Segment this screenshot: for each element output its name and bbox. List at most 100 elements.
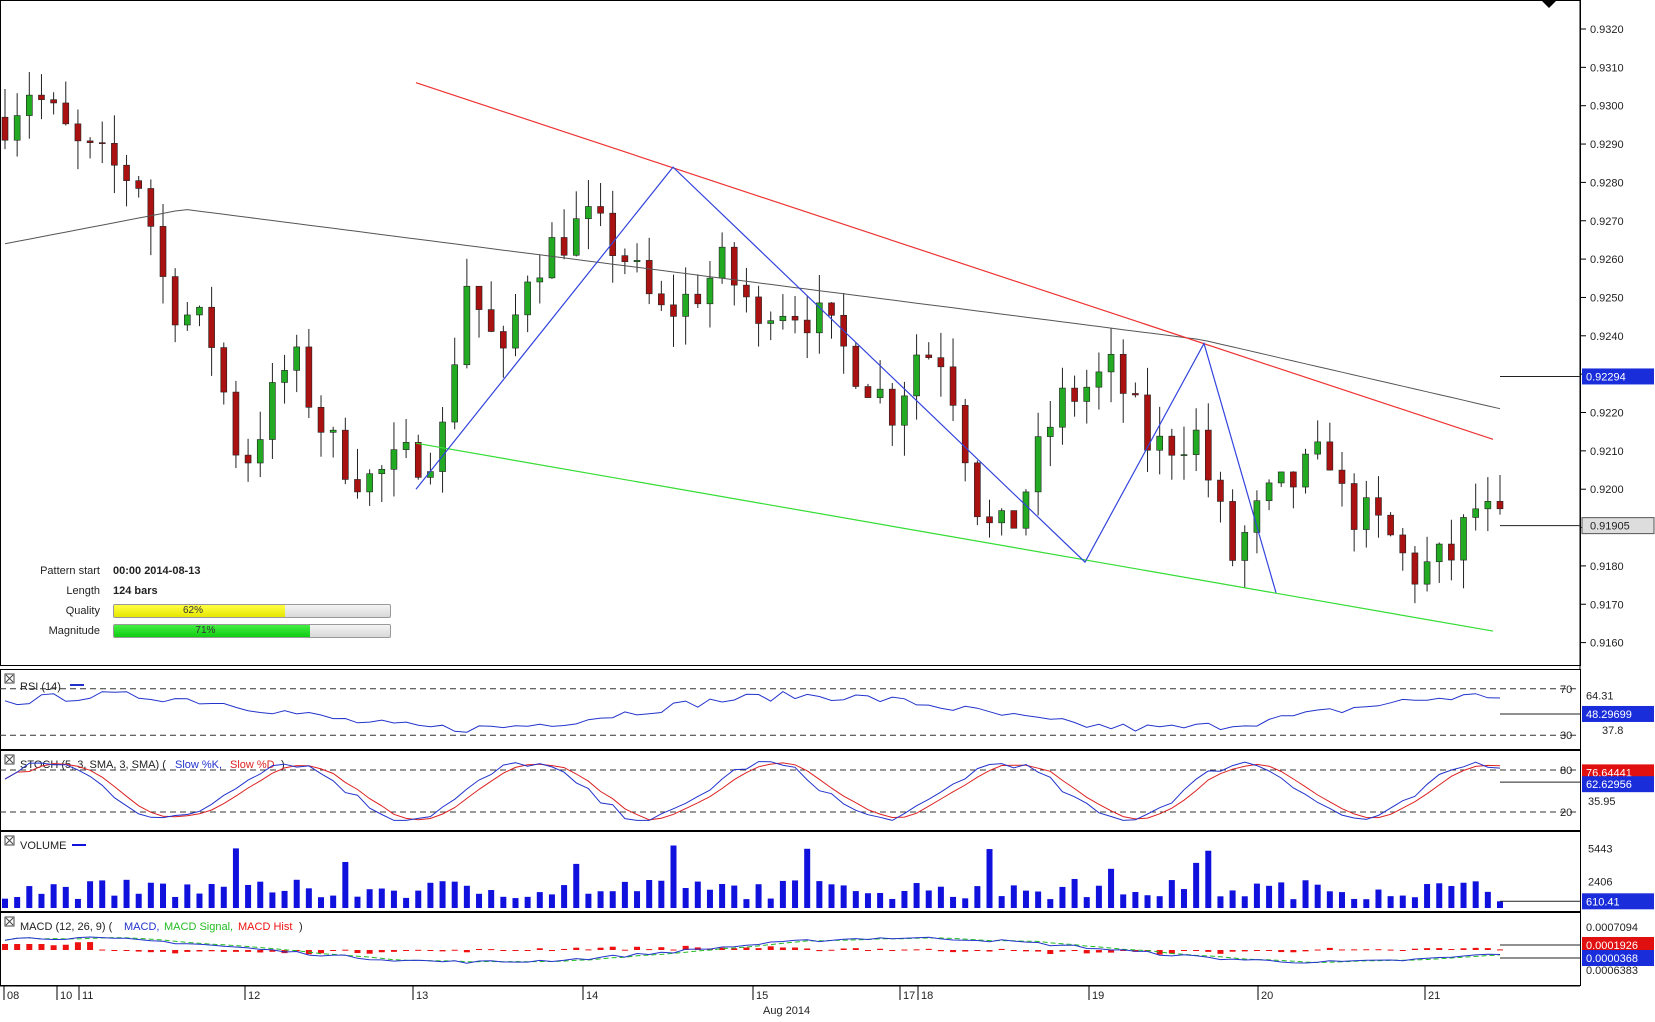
volume-bar (488, 890, 495, 908)
volume-bar (828, 884, 835, 908)
volume-bar (694, 881, 701, 908)
volume-bar (26, 886, 33, 908)
candle-body (1399, 534, 1407, 554)
candle-body (718, 246, 726, 279)
price-tick-label: 0.9260 (1590, 254, 1624, 266)
stoch-title-close: ) (281, 759, 285, 771)
volume-bar (14, 897, 21, 908)
candle-body (743, 284, 750, 298)
macd-hist-bar (840, 948, 847, 950)
candle-body (1423, 561, 1431, 585)
volume-bar (962, 898, 969, 908)
volume-bar (281, 890, 288, 908)
candle-body (1338, 469, 1346, 484)
macd-hist-bar (1497, 949, 1503, 951)
pattern-start-label: Pattern start (40, 565, 100, 577)
volume-bar (1059, 886, 1066, 908)
candle-body (609, 212, 617, 256)
volume-bar (901, 890, 908, 908)
macd-hist-bar (50, 945, 57, 950)
volume-bar (62, 886, 69, 908)
volume-bar (1326, 891, 1333, 908)
macd-hist-bar (682, 945, 689, 950)
macd-hist-bar (1484, 948, 1491, 950)
volume-bar (1375, 889, 1382, 908)
volume-bar (1460, 882, 1467, 908)
candle-body (1435, 543, 1443, 563)
macd-hist-bar (87, 942, 94, 950)
macd-hist-bar (670, 949, 677, 951)
rsi-tick-label: 37.8 (1602, 725, 1623, 737)
macd-hist-bar (950, 950, 957, 953)
candle-body (1034, 436, 1042, 493)
candle-body (816, 302, 823, 334)
volume-bar (245, 884, 252, 908)
volume-bar (1399, 895, 1406, 908)
volume-bar (1411, 897, 1418, 908)
x-day-label: 18 (921, 990, 933, 1002)
quality-bar: 62% (113, 604, 391, 618)
x-day-label: 08 (7, 990, 19, 1002)
volume-bar (50, 884, 57, 908)
volume-bar (1193, 862, 1200, 908)
candle-body (1326, 441, 1334, 471)
candle-body (803, 319, 811, 334)
macd-hist-bar (779, 947, 786, 950)
rsi-value-tag-bg (1582, 705, 1654, 722)
rsi-level-label: 70 (1560, 684, 1572, 696)
macd-hist-bar (232, 950, 239, 952)
candle-body (1350, 483, 1358, 530)
rsi-title: RSI (14) (20, 681, 61, 693)
macd-hist-bar (1035, 950, 1042, 952)
macd-hist-bar (512, 950, 519, 951)
volume-bar (500, 896, 507, 908)
macd-hist-bar (877, 948, 884, 950)
volume-bar (476, 893, 483, 908)
candle-body (706, 277, 714, 305)
candle-body (1022, 491, 1030, 529)
volume-bar (1484, 891, 1491, 908)
candle-body (1314, 441, 1321, 455)
candle-body (864, 386, 872, 398)
candle-body (1411, 552, 1419, 585)
volume-tick-label: 5443 (1588, 843, 1612, 855)
price-tick-label: 0.9280 (1590, 177, 1624, 189)
x-month-label: Aug 2014 (763, 1005, 810, 1017)
macd-hist-bar (330, 950, 337, 951)
macd-hist-bar (609, 946, 616, 950)
volume-bar (974, 886, 981, 908)
candle-body (524, 281, 531, 316)
macd-hist-bar (1193, 950, 1200, 951)
candle-body (986, 516, 993, 524)
magnitude-bar-fill (114, 625, 310, 637)
candle-body (244, 454, 252, 464)
last-price-tag-bg (1581, 517, 1655, 535)
macd-signal-legend: MACD Signal, (164, 921, 233, 933)
candle-body (86, 140, 94, 143)
macd-hist-bar (864, 950, 871, 951)
candle-body (366, 473, 373, 493)
candle-body (74, 123, 82, 142)
ma-price-tag-bg (1582, 368, 1654, 385)
candle-body (767, 320, 775, 324)
volume-bar (1424, 884, 1431, 908)
macd-hist-bar (1375, 949, 1382, 951)
volume-bar (548, 894, 555, 908)
candle-body (633, 260, 641, 262)
macd-hist-bar (1108, 950, 1115, 953)
macd-hist-bar (1387, 949, 1394, 951)
volume-bar (767, 898, 774, 908)
candle-body (572, 218, 580, 256)
macd-hist-bar (646, 949, 653, 951)
volume-bar (342, 861, 349, 908)
candle-body (852, 345, 860, 387)
magnitude-label: Magnitude (48, 625, 100, 637)
pattern-zigzag-line (415, 166, 1277, 593)
length-label: Length (66, 585, 100, 597)
macd-hist-bar (937, 950, 944, 952)
volume-bar (147, 882, 154, 908)
candle-body (1059, 387, 1066, 428)
volume-bar (1180, 889, 1187, 908)
